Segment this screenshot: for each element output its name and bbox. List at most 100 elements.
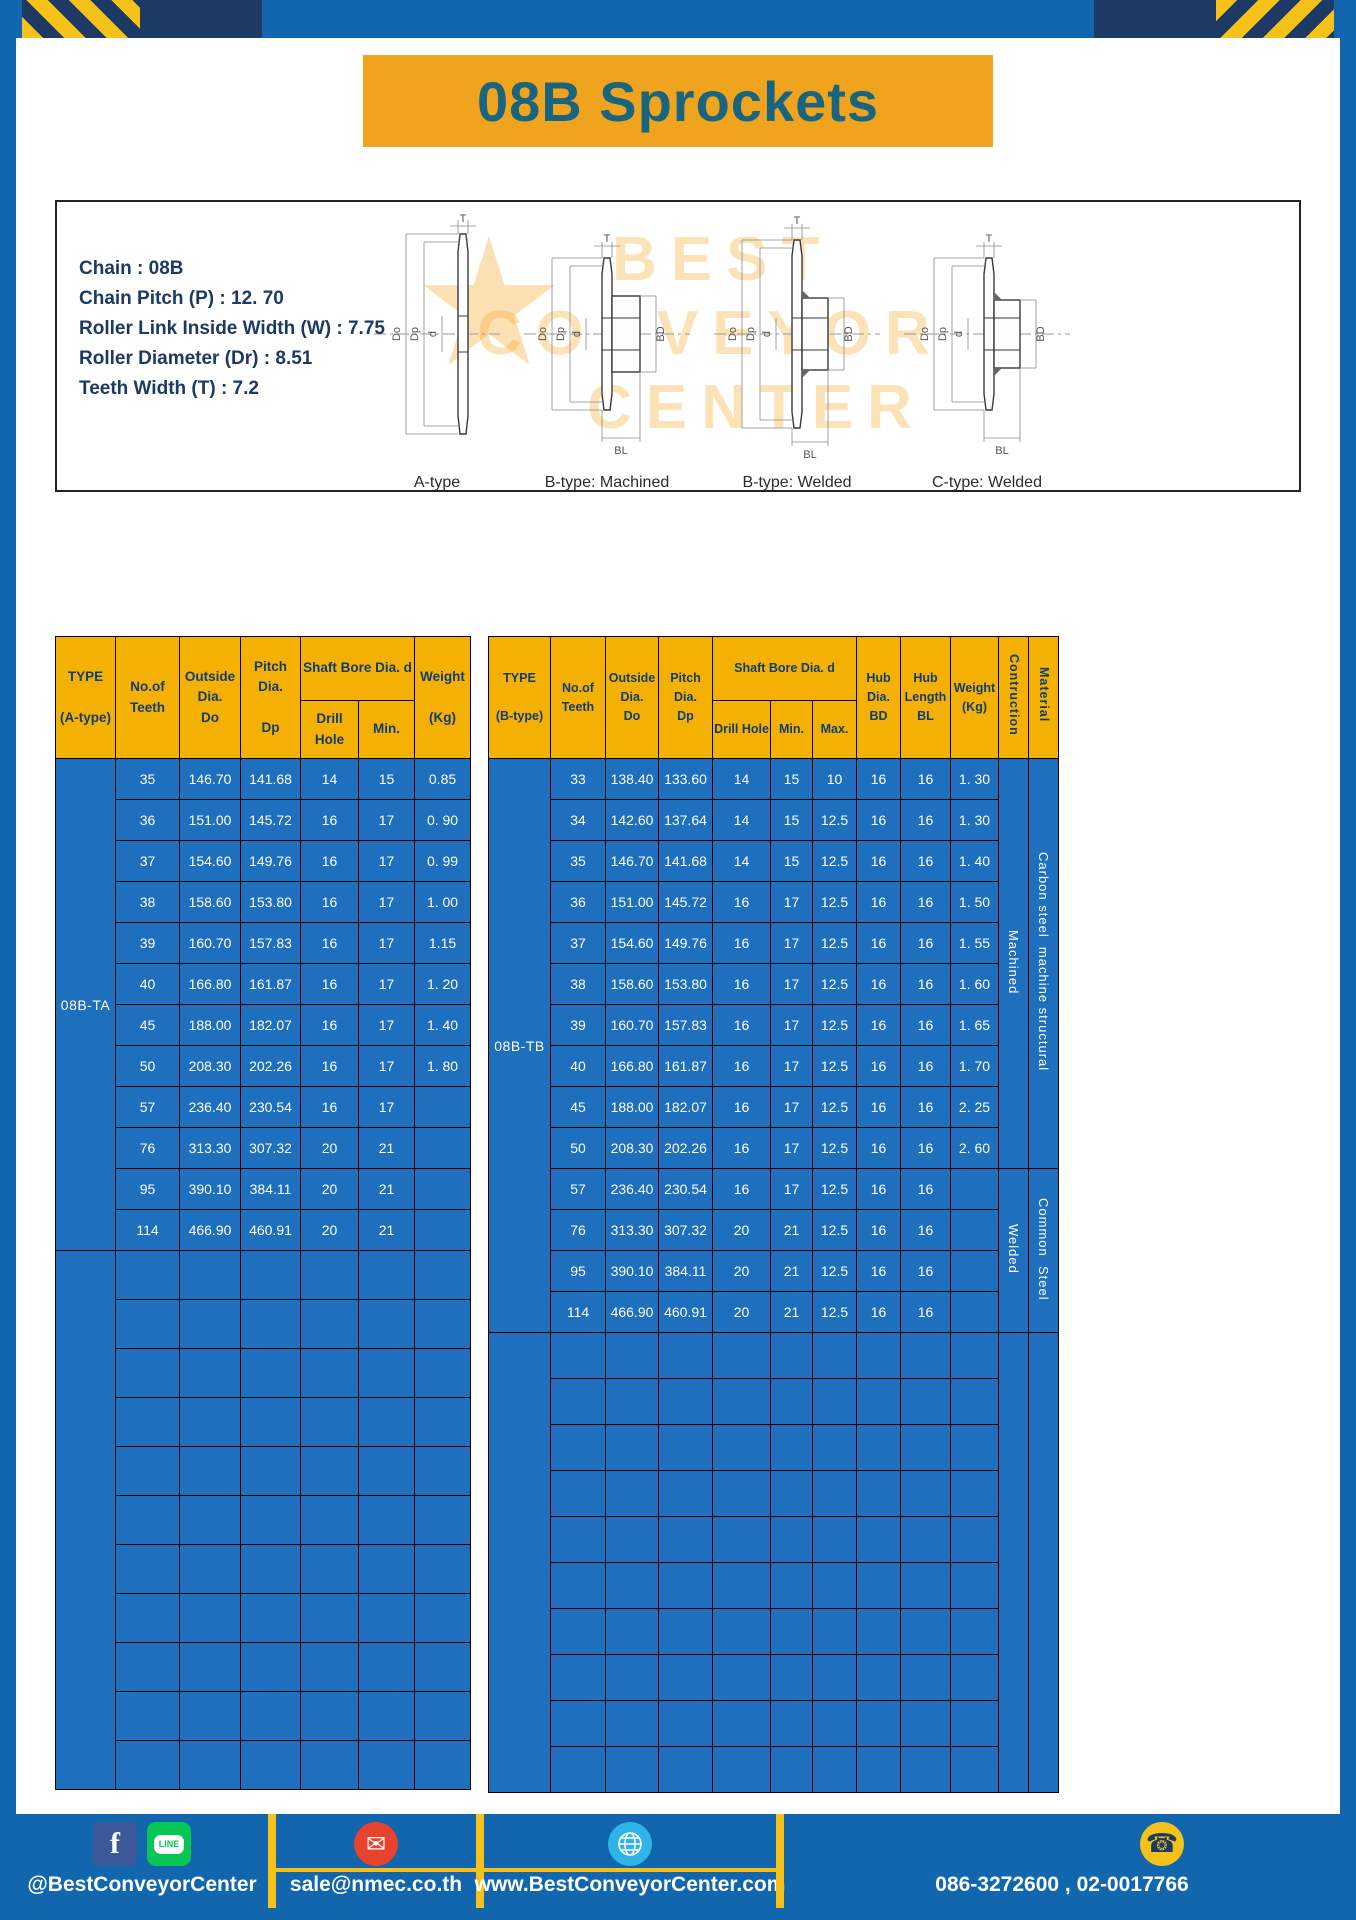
table-cell: 384.11 [240, 1168, 301, 1210]
table-cell: 16 [712, 1168, 771, 1210]
empty-cell [658, 1562, 713, 1609]
empty-cell [770, 1332, 813, 1379]
table-cell: 160.70 [179, 922, 241, 964]
table-cell: 16 [856, 840, 901, 882]
table-cell: 16 [856, 799, 901, 841]
empty-cell [115, 1691, 180, 1741]
footer-phone-numbers[interactable]: 086-3272600 , 02-0017766 [935, 1873, 1189, 1896]
table-cell: 16 [900, 1291, 951, 1333]
email-icon[interactable]: ✉ [354, 1822, 398, 1866]
col-header-weight: Weight (Kg) [414, 636, 472, 759]
empty-row [489, 1516, 1059, 1563]
facebook-icon[interactable]: f [93, 1822, 137, 1866]
line-label: LINE [158, 1839, 180, 1849]
empty-cell [550, 1700, 606, 1747]
svg-text:BD: BD [843, 326, 855, 341]
svg-text:T: T [604, 233, 611, 245]
table-cell: 16 [856, 881, 901, 923]
footer-email-address[interactable]: sale@nmec.co.th [289, 1873, 463, 1896]
table-cell: 38 [550, 963, 606, 1005]
table-cell: 16 [900, 799, 951, 841]
empty-row [489, 1654, 1059, 1701]
empty-row [489, 1424, 1059, 1471]
table-cell: 188.00 [179, 1004, 241, 1046]
empty-cell [658, 1516, 713, 1563]
table-cell: 16 [712, 922, 771, 964]
table-cell: 157.83 [240, 922, 301, 964]
empty-cell [605, 1332, 659, 1379]
table-row: 50 208.30 202.26 16 17 1. 80 [56, 1045, 472, 1087]
table-row: 50 208.30 202.26 16 17 12.5 16 16 2. 60 [489, 1127, 1059, 1169]
table-cell: 1. 20 [414, 963, 472, 1005]
empty-cell [770, 1516, 813, 1563]
table-cell: 390.10 [179, 1168, 241, 1210]
footer-facebook-handle[interactable]: @BestConveyorCenter [27, 1873, 257, 1896]
drawing-label: A-type [413, 474, 461, 491]
table-cell: 1. 65 [950, 1004, 999, 1046]
globe-icon[interactable] [608, 1822, 652, 1866]
empty-cell [115, 1593, 180, 1643]
empty-cell [770, 1378, 813, 1425]
table-cell: 20 [300, 1209, 359, 1251]
table-cell: 208.30 [605, 1127, 659, 1169]
line-icon[interactable]: LINE [147, 1822, 191, 1866]
table-row: 38 158.60 153.80 16 17 1. 00 [56, 881, 472, 923]
empty-cell [357, 1691, 416, 1741]
svg-text:BD: BD [1035, 326, 1047, 341]
table-cell: 2. 25 [950, 1086, 999, 1128]
table-cell: 15 [357, 758, 416, 800]
table-cell: 57 [115, 1086, 180, 1128]
empty-cell [414, 1740, 472, 1790]
table-cell: 16 [856, 922, 901, 964]
empty-cell [357, 1740, 416, 1790]
table-row: 39 160.70 157.83 16 17 12.5 16 16 1. 65 [489, 1004, 1059, 1046]
table-cell: 208.30 [179, 1045, 241, 1087]
empty-cell [550, 1746, 606, 1793]
empty-cell [658, 1746, 713, 1793]
spec-panel: BEST CONVEYOR CENTER Chain : 08B Chain P… [55, 200, 1301, 492]
empty-cell [900, 1746, 951, 1793]
empty-cell [712, 1562, 771, 1609]
table-cell: 21 [357, 1168, 416, 1210]
empty-cell [605, 1746, 659, 1793]
empty-cell [357, 1446, 416, 1496]
empty-cell [712, 1516, 771, 1563]
empty-cell [300, 1299, 359, 1349]
material-value: Carbon steel machine structural [1028, 758, 1059, 1169]
footer-divider [476, 1814, 484, 1908]
empty-cell [900, 1470, 951, 1517]
empty-cell [856, 1562, 901, 1609]
material-value-text: Carbon steel machine structural [1036, 852, 1051, 1072]
empty-cell [240, 1495, 301, 1545]
table-row: 45 188.00 182.07 16 17 12.5 16 16 2. 25 [489, 1086, 1059, 1128]
type-column-empty [488, 1332, 551, 1793]
empty-row [489, 1608, 1059, 1655]
table-cell: 313.30 [179, 1127, 241, 1169]
footer-website-url[interactable]: www.BestConveyorCenter.com [474, 1873, 786, 1896]
table-cell: 45 [115, 1004, 180, 1046]
table-cell [950, 1209, 999, 1251]
table-cell: 16 [856, 1086, 901, 1128]
table-cell: 34 [550, 799, 606, 841]
table-cell: 17 [357, 1004, 416, 1046]
empty-cell [900, 1654, 951, 1701]
table-cell: 141.68 [658, 840, 713, 882]
table-cell: 16 [900, 1127, 951, 1169]
drawing-c-type-welded: Do Dp d BD T BL C-type: Welded [902, 212, 1072, 492]
table-cell: 50 [550, 1127, 606, 1169]
table-cell: 50 [115, 1045, 180, 1087]
table-cell: 166.80 [179, 963, 241, 1005]
table-cell: 12.5 [812, 1168, 857, 1210]
empty-cell [550, 1516, 606, 1563]
empty-cell [605, 1700, 659, 1747]
table-cell: 36 [550, 881, 606, 923]
footer-website-icons [608, 1818, 652, 1870]
construction-value-text: Machined [1006, 929, 1021, 995]
phone-icon[interactable]: ☎ [1140, 1822, 1184, 1866]
col-header-pitch-dia: Pitch Dia. Dp [658, 636, 713, 759]
table-cell: 21 [357, 1209, 416, 1251]
table-cell: 12.5 [812, 1045, 857, 1087]
table-cell: 16 [712, 963, 771, 1005]
table-cell: 15 [770, 840, 813, 882]
empty-row [56, 1348, 472, 1398]
